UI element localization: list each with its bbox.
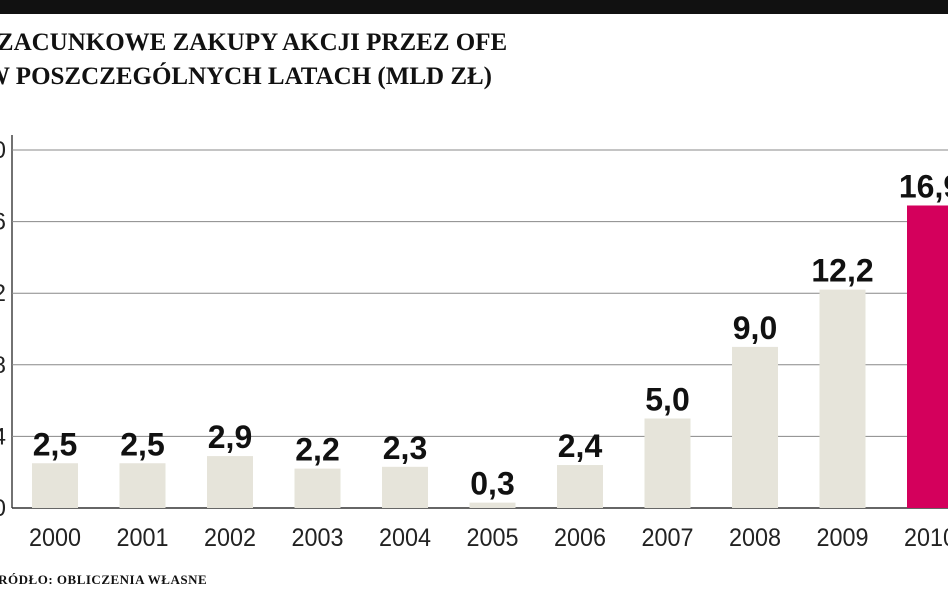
x-tick-label: 2002	[204, 524, 256, 552]
bar	[32, 463, 78, 508]
x-tick-label: 2000	[29, 524, 81, 552]
bar	[732, 346, 778, 508]
value-label: 2,3	[383, 430, 427, 466]
x-tick-label: 2004	[379, 524, 431, 552]
bar	[119, 463, 166, 508]
bar	[294, 468, 341, 508]
value-label: 9,0	[733, 310, 777, 346]
bar	[907, 205, 948, 509]
value-label: 2,5	[120, 426, 164, 462]
x-tick-label: 2006	[554, 524, 606, 552]
value-label: 5,0	[645, 382, 689, 418]
value-label: 2,9	[208, 419, 252, 455]
top-band	[0, 0, 948, 14]
value-label: 2,2	[295, 432, 339, 468]
y-tick-label: 4	[0, 423, 6, 450]
x-tick-label: 2008	[729, 524, 781, 552]
bar	[557, 465, 603, 508]
bar	[382, 466, 428, 508]
x-tick-label: 2003	[292, 524, 344, 552]
bar	[819, 289, 866, 508]
bar	[207, 456, 253, 508]
y-tick-label: 0	[0, 495, 6, 522]
y-tick-label: 8	[0, 352, 6, 379]
bar	[469, 502, 516, 508]
value-label: 2,4	[558, 428, 603, 464]
y-tick-label: 12	[0, 280, 6, 307]
value-label: 16,9	[899, 168, 948, 204]
x-tick-label: 2001	[117, 524, 169, 552]
y-tick-label: 16	[0, 209, 6, 236]
x-tick-label: 2009	[817, 524, 869, 552]
value-label: 0,3	[470, 466, 514, 502]
bar	[644, 418, 691, 508]
source: ŹRÓDŁO: OBLICZENIA WŁASNE	[0, 572, 207, 587]
chart-title: SZACUNKOWE ZAKUPY AKCJI PRZEZ OFE	[0, 29, 507, 56]
x-tick-label: 2007	[642, 524, 694, 552]
x-tick-label: 2010	[904, 524, 948, 552]
y-tick-label: 20	[0, 137, 6, 164]
x-tick-label: 2005	[467, 524, 519, 552]
value-label: 12,2	[811, 253, 873, 289]
chart-subtitle: W POSZCZEGÓLNYCH LATACH (MLD ZŁ)	[0, 62, 492, 90]
value-label: 2,5	[33, 426, 77, 462]
